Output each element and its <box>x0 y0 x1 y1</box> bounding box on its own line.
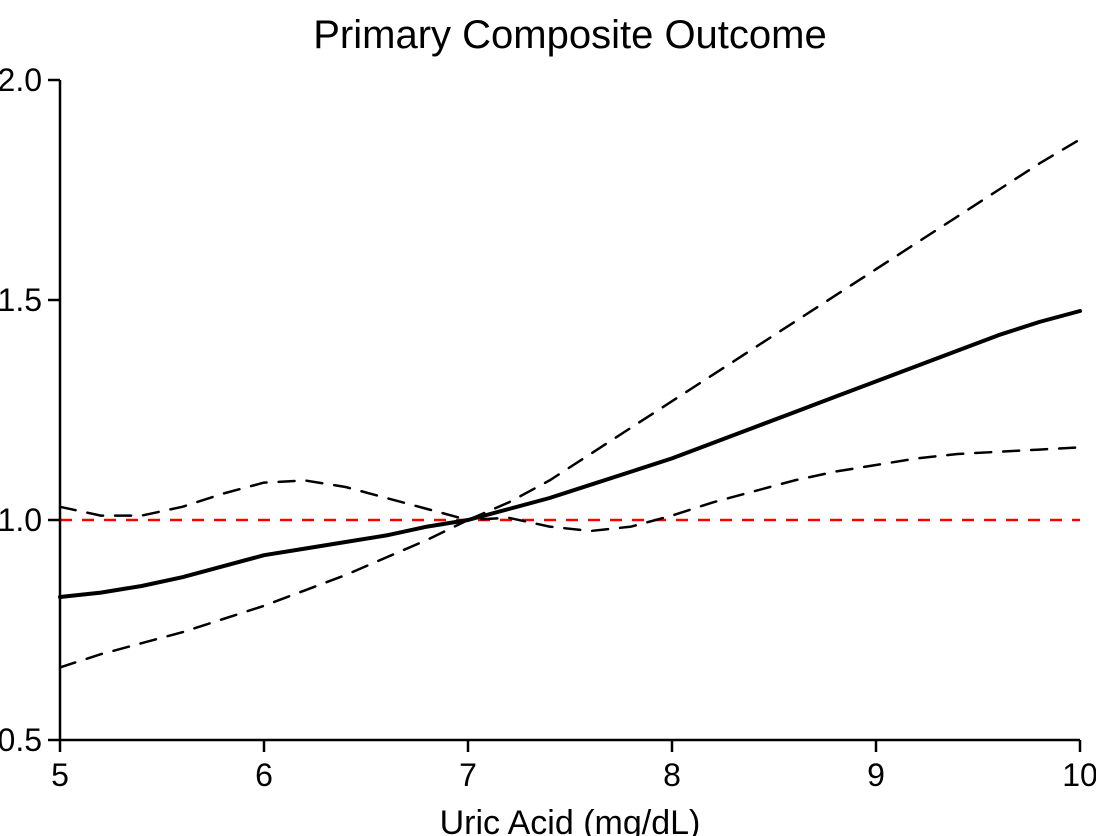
chart-title: Primary Composite Outcome <box>313 13 826 57</box>
chart-container: Primary Composite Outcome 5 6 7 8 9 10 0.5 1.0 1.… <box>0 0 1096 836</box>
x-tick-label: 7 <box>459 757 477 793</box>
x-tick-label: 6 <box>255 757 273 793</box>
x-tick-label: 9 <box>867 757 885 793</box>
chart-svg: Primary Composite Outcome 5 6 7 8 9 10 0.5 1.0 1.… <box>0 0 1096 836</box>
chart-background <box>0 0 1096 836</box>
y-tick-label: 1.5 <box>0 282 42 318</box>
x-tick-label: 10 <box>1062 757 1096 793</box>
x-tick-label: 8 <box>663 757 681 793</box>
y-tick-label: 2.0 <box>0 62 42 98</box>
x-axis-label: Uric Acid (mg/dL) <box>440 804 701 836</box>
y-tick-label: 1.0 <box>0 502 42 538</box>
y-tick-label: 0.5 <box>0 722 42 758</box>
x-tick-label: 5 <box>51 757 69 793</box>
